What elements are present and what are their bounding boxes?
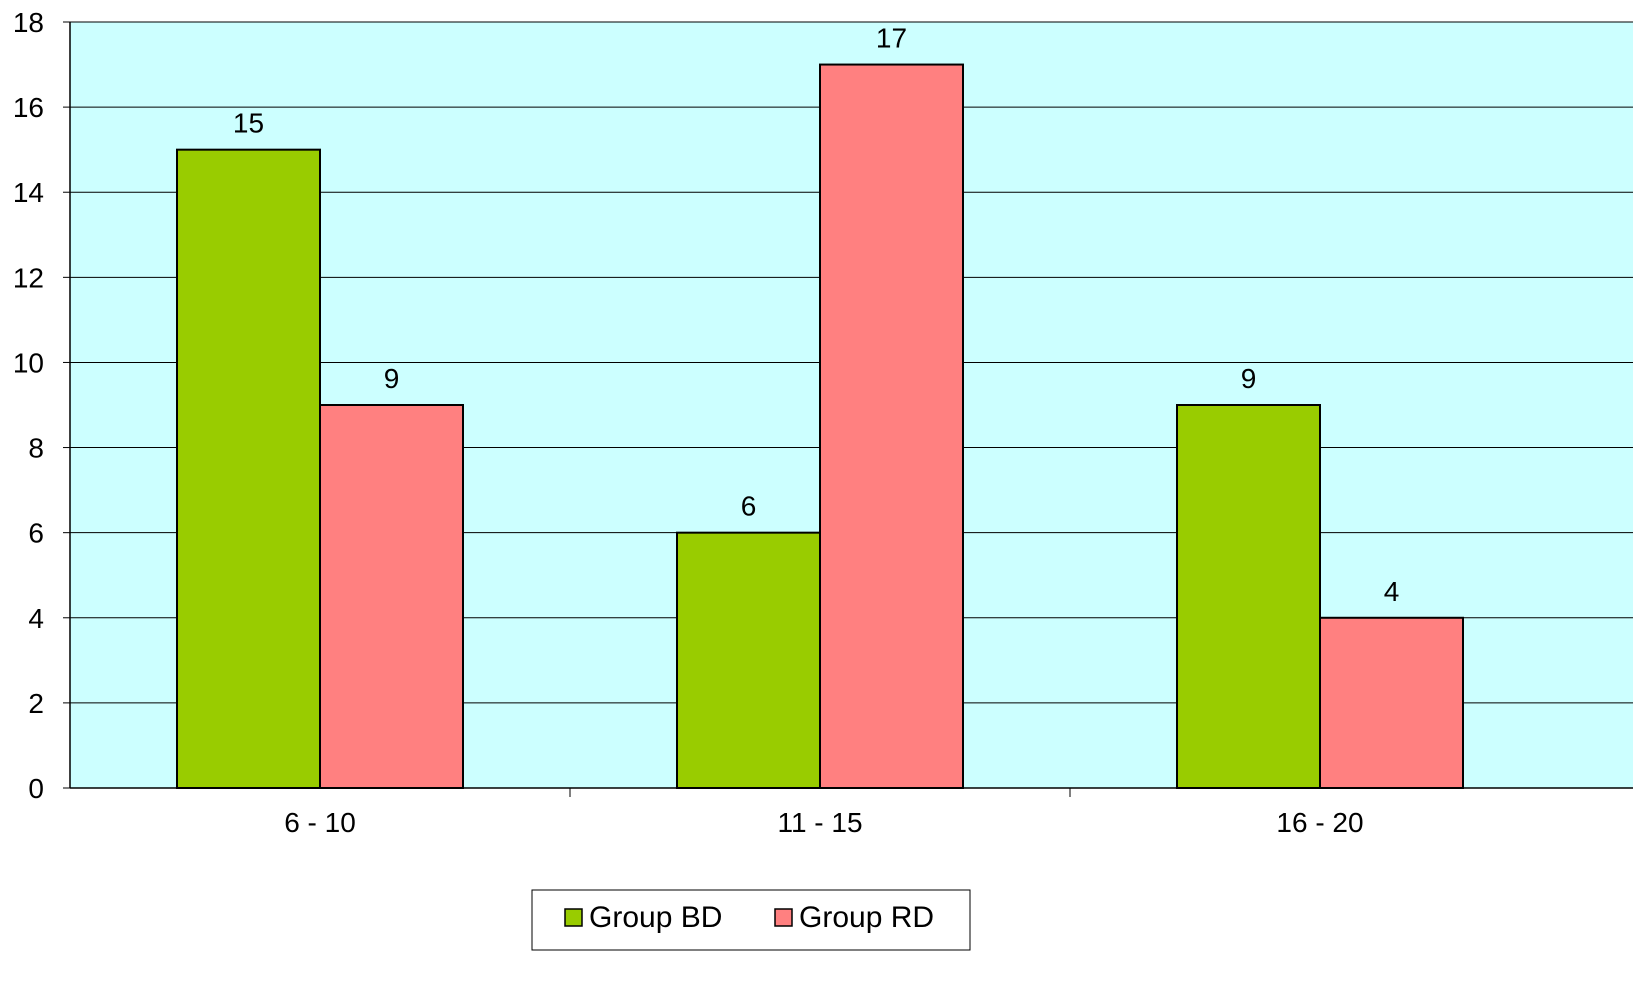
bar — [319, 404, 464, 789]
y-tick-label: 14 — [13, 177, 44, 208]
bar — [176, 148, 321, 789]
bar — [1176, 404, 1321, 789]
x-tick-label: 11 - 15 — [777, 807, 862, 838]
data-label: 15 — [233, 108, 264, 139]
data-label: 4 — [1384, 576, 1400, 607]
y-tick-label: 16 — [13, 92, 44, 123]
bar — [676, 531, 821, 790]
bar — [1319, 616, 1464, 789]
legend-label: Group BD — [589, 901, 722, 934]
x-tick-label: 6 - 10 — [284, 807, 356, 838]
y-tick-label: 2 — [28, 688, 44, 719]
y-tick-label: 18 — [13, 7, 44, 38]
legend-box — [531, 889, 971, 951]
y-tick-label: 0 — [28, 773, 44, 804]
y-tick-label: 6 — [28, 518, 44, 549]
data-label: 17 — [876, 23, 907, 54]
data-label: 9 — [384, 363, 400, 394]
data-label: 6 — [741, 491, 757, 522]
x-tick-label: 16 - 20 — [1276, 807, 1363, 838]
y-tick-label: 10 — [13, 347, 44, 378]
y-tick-label: 8 — [28, 433, 44, 464]
data-label: 9 — [1241, 363, 1257, 394]
legend-swatch — [564, 908, 583, 927]
y-tick-label: 4 — [28, 603, 44, 634]
y-tick-label: 12 — [13, 262, 44, 293]
bar — [819, 63, 964, 790]
legend-label: Group RD — [799, 901, 934, 934]
legend-swatch — [774, 908, 793, 927]
